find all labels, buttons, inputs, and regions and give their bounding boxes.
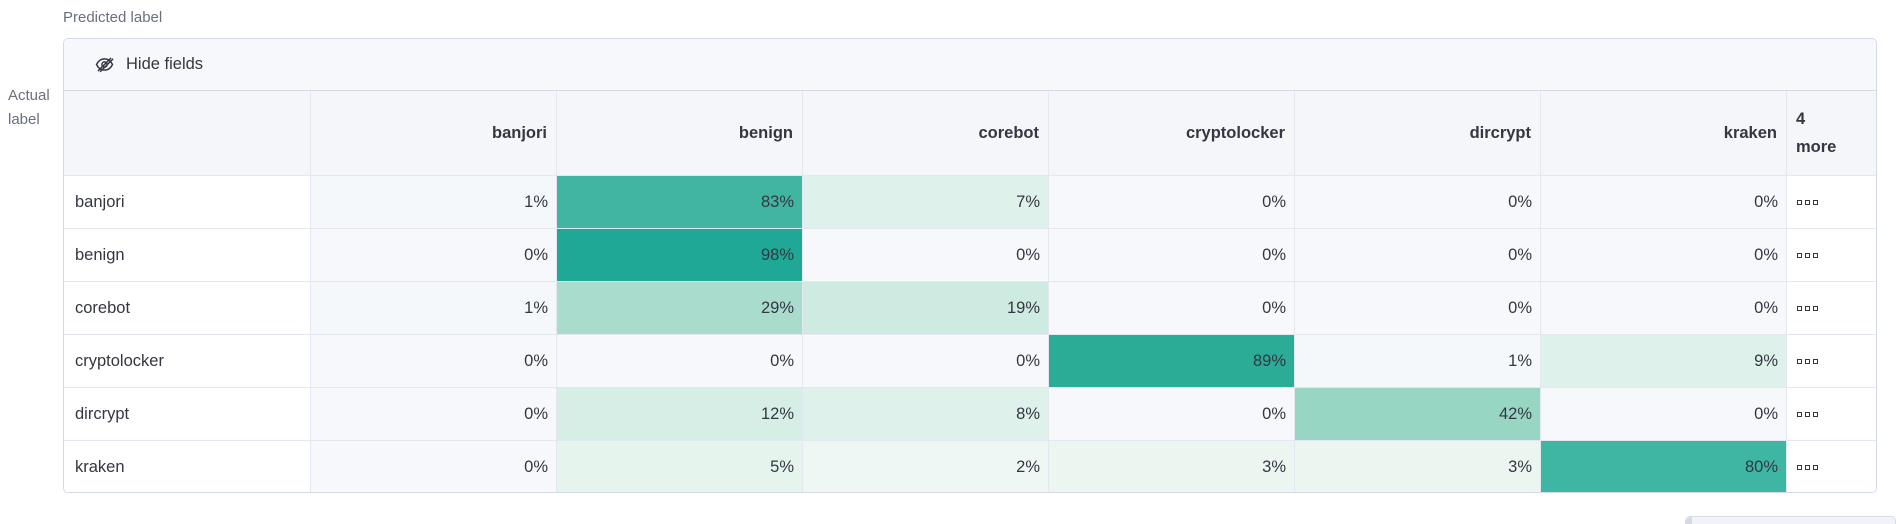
confusion-matrix-grid: banjori benign corebot cryptolocker dirc… [64, 91, 1876, 492]
row-label-benign[interactable]: benign [64, 228, 310, 281]
matrix-cell[interactable]: 1% [310, 175, 556, 228]
matrix-cell[interactable]: 42% [1294, 387, 1540, 440]
boxes-horizontal-icon [1797, 358, 1802, 364]
matrix-cell[interactable]: 12% [556, 387, 802, 440]
column-header-benign[interactable]: benign [556, 91, 802, 175]
more-cell[interactable] [1786, 387, 1876, 440]
matrix-cell[interactable]: 0% [1294, 175, 1540, 228]
more-cell[interactable] [1786, 334, 1876, 387]
column-header-kraken[interactable]: kraken [1540, 91, 1786, 175]
matrix-cell[interactable]: 83% [556, 175, 802, 228]
matrix-cell[interactable]: 80% [1540, 440, 1786, 492]
matrix-cell[interactable]: 5% [556, 440, 802, 492]
grid-toolbar: Hide fields [64, 39, 1876, 91]
column-header-cryptolocker[interactable]: cryptolocker [1048, 91, 1294, 175]
row-label-kraken[interactable]: kraken [64, 440, 310, 492]
column-header-banjori[interactable]: banjori [310, 91, 556, 175]
more-cell[interactable] [1786, 175, 1876, 228]
boxes-horizontal-icon [1797, 252, 1802, 258]
matrix-cell[interactable]: 2% [802, 440, 1048, 492]
matrix-cell[interactable]: 8% [802, 387, 1048, 440]
row-label-cryptolocker[interactable]: cryptolocker [64, 334, 310, 387]
matrix-cell[interactable]: 0% [1048, 228, 1294, 281]
matrix-cell[interactable]: 29% [556, 281, 802, 334]
corner-header-cell [64, 91, 310, 175]
matrix-cell[interactable]: 1% [310, 281, 556, 334]
matrix-cell[interactable]: 0% [1048, 387, 1294, 440]
matrix-cell[interactable]: 0% [310, 228, 556, 281]
matrix-cell[interactable]: 89% [1048, 334, 1294, 387]
matrix-cell[interactable]: 0% [1294, 228, 1540, 281]
boxes-horizontal-icon [1797, 305, 1802, 311]
column-header-corebot[interactable]: corebot [802, 91, 1048, 175]
matrix-cell[interactable]: 0% [1540, 175, 1786, 228]
row-label-banjori[interactable]: banjori [64, 175, 310, 228]
matrix-cell[interactable]: 0% [802, 228, 1048, 281]
matrix-cell[interactable]: 3% [1048, 440, 1294, 492]
matrix-cell[interactable]: 0% [1048, 175, 1294, 228]
matrix-cell[interactable]: 3% [1294, 440, 1540, 492]
matrix-cell[interactable]: 0% [310, 440, 556, 492]
actual-axis-label: Actual label [8, 87, 50, 128]
scrollbar-cap [1686, 517, 1692, 524]
matrix-cell[interactable]: 0% [1540, 281, 1786, 334]
matrix-cell[interactable]: 1% [1294, 334, 1540, 387]
matrix-cell[interactable]: 0% [310, 334, 556, 387]
horizontal-scrollbar-thumb[interactable] [1685, 516, 1896, 524]
row-label-corebot[interactable]: corebot [64, 281, 310, 334]
matrix-cell[interactable]: 0% [802, 334, 1048, 387]
eye-closed-icon [94, 54, 115, 75]
boxes-horizontal-icon [1797, 411, 1802, 417]
matrix-cell[interactable]: 0% [1540, 387, 1786, 440]
matrix-cell[interactable]: 0% [1294, 281, 1540, 334]
matrix-cell[interactable]: 0% [1540, 228, 1786, 281]
boxes-horizontal-icon [1797, 464, 1802, 470]
confusion-matrix-panel: Hide fields banjori benign corebot crypt… [63, 38, 1877, 493]
matrix-cell[interactable]: 19% [802, 281, 1048, 334]
matrix-cell[interactable]: 7% [802, 175, 1048, 228]
hide-fields-button[interactable]: Hide fields [94, 54, 203, 75]
matrix-cell[interactable]: 9% [1540, 334, 1786, 387]
boxes-horizontal-icon [1797, 199, 1802, 205]
matrix-cell[interactable]: 0% [556, 334, 802, 387]
more-cell[interactable] [1786, 228, 1876, 281]
predicted-axis-label: Predicted label [63, 9, 163, 26]
matrix-cell[interactable]: 98% [556, 228, 802, 281]
row-label-dircrypt[interactable]: dircrypt [64, 387, 310, 440]
column-header-dircrypt[interactable]: dircrypt [1294, 91, 1540, 175]
matrix-cell[interactable]: 0% [310, 387, 556, 440]
column-header-more[interactable]: 4 more [1786, 91, 1876, 175]
more-cell[interactable] [1786, 440, 1876, 492]
hide-fields-label: Hide fields [126, 55, 204, 73]
more-cell[interactable] [1786, 281, 1876, 334]
matrix-cell[interactable]: 0% [1048, 281, 1294, 334]
